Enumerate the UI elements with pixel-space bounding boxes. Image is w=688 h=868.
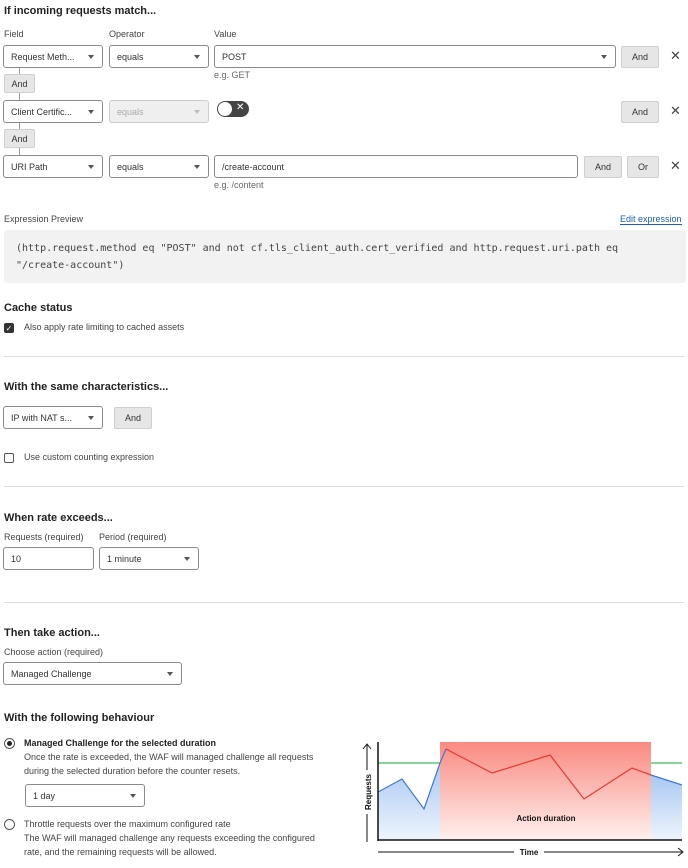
requests-input[interactable]: 10 bbox=[3, 547, 94, 570]
chevron-down-icon bbox=[167, 672, 173, 676]
chevron-down-icon bbox=[601, 55, 607, 59]
operator-select-3[interactable]: equals bbox=[109, 155, 209, 178]
operator-select-2: equals bbox=[109, 100, 209, 123]
x-icon: ✕ bbox=[236, 102, 245, 113]
period-select[interactable]: 1 minute bbox=[99, 547, 199, 570]
duration-select[interactable]: 1 day bbox=[25, 784, 145, 807]
under-limit-area bbox=[651, 775, 682, 840]
cache-title: Cache status bbox=[4, 302, 73, 314]
or-button-3[interactable]: Or bbox=[627, 156, 659, 178]
characteristics-and-button[interactable]: And bbox=[114, 407, 152, 429]
chevron-down-icon bbox=[88, 416, 94, 420]
value-toggle[interactable]: ✕ bbox=[217, 101, 249, 117]
managed-duration-radio[interactable] bbox=[4, 738, 15, 749]
and-button-3[interactable]: And bbox=[584, 156, 622, 178]
and-button-2[interactable]: And bbox=[621, 101, 659, 123]
value-hint-1: e.g. GET bbox=[214, 70, 251, 80]
expression-preview: (http.request.method eq "POST" and not c… bbox=[4, 230, 686, 283]
value-input-3[interactable]: /create-account bbox=[214, 155, 578, 178]
field-select-1[interactable]: Request Meth... bbox=[3, 45, 103, 68]
action-duration-band bbox=[440, 742, 651, 840]
match-title: If incoming requests match... bbox=[4, 5, 157, 17]
action-title: Then take action... bbox=[4, 627, 100, 639]
characteristics-title: With the same characteristics... bbox=[4, 381, 169, 393]
band-label: Action duration bbox=[516, 814, 575, 823]
cache-checkbox[interactable]: ✓ bbox=[4, 323, 14, 333]
chevron-down-icon bbox=[194, 165, 200, 169]
field-select-3[interactable]: URI Path bbox=[3, 155, 103, 178]
and-button-1[interactable]: And bbox=[621, 46, 659, 68]
chevron-down-icon bbox=[130, 794, 136, 798]
y-axis-label: Requests bbox=[364, 773, 373, 810]
requests-line-under bbox=[650, 774, 683, 786]
close-icon[interactable]: ✕ bbox=[670, 103, 681, 118]
x-axis-label: Time bbox=[520, 848, 539, 857]
operator-label: Operator bbox=[109, 29, 145, 39]
connector-and-2[interactable]: And bbox=[4, 129, 35, 148]
close-icon[interactable]: ✕ bbox=[670, 158, 681, 173]
value-select-1[interactable]: POST bbox=[214, 45, 616, 68]
chevron-down-icon bbox=[194, 55, 200, 59]
expression-label: Expression Preview bbox=[4, 214, 84, 224]
chevron-down-icon bbox=[184, 557, 190, 561]
field-label: Field bbox=[4, 29, 24, 39]
behaviour-title: With the following behaviour bbox=[4, 712, 155, 724]
connector-and-1[interactable]: And bbox=[4, 74, 35, 93]
requests-line-over bbox=[445, 748, 652, 800]
custom-expression-checkbox[interactable] bbox=[4, 453, 14, 463]
requests-line-under bbox=[377, 748, 447, 811]
chevron-down-icon bbox=[88, 55, 94, 59]
chevron-down-icon bbox=[88, 165, 94, 169]
field-select-2[interactable]: Client Certific... bbox=[3, 100, 103, 123]
value-label: Value bbox=[214, 29, 237, 39]
operator-select-1[interactable]: equals bbox=[109, 45, 209, 68]
value-hint-3: e.g. /content bbox=[214, 180, 264, 190]
throttle-radio[interactable] bbox=[4, 819, 15, 830]
chevron-down-icon bbox=[194, 110, 200, 114]
under-limit-area bbox=[378, 763, 440, 840]
chevron-down-icon bbox=[88, 110, 94, 114]
characteristics-select[interactable]: IP with NAT s... bbox=[3, 406, 103, 429]
action-select[interactable]: Managed Challenge bbox=[3, 662, 182, 685]
rate-title: When rate exceeds... bbox=[4, 512, 113, 524]
edit-expression-link[interactable]: Edit expression bbox=[620, 214, 682, 225]
close-icon[interactable]: ✕ bbox=[670, 48, 681, 63]
